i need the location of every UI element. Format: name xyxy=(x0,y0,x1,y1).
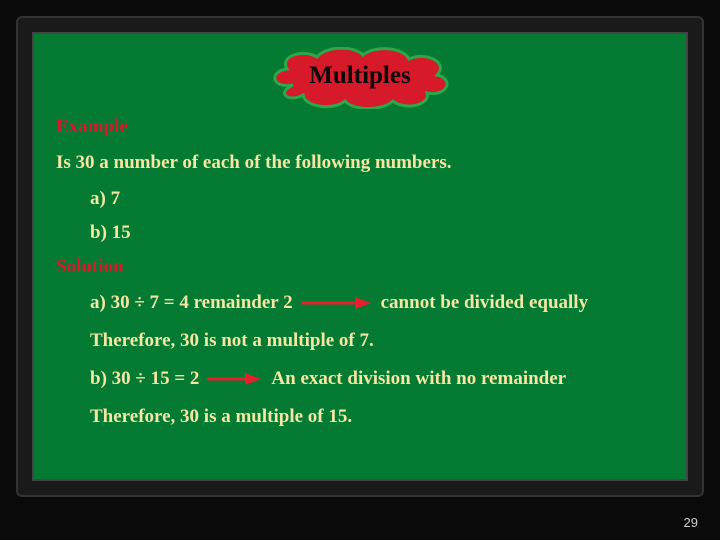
solution-a-line: a) 30 ÷ 7 = 4 remainder 2 cannot be divi… xyxy=(90,292,664,314)
blackboard-frame: Multiples Example Is 30 a number of each… xyxy=(18,18,702,495)
example-heading: Example xyxy=(56,116,664,138)
solution-a-conclusion: Therefore, 30 is not a multiple of 7. xyxy=(90,330,664,352)
solution-a-note: cannot be divided equally xyxy=(381,292,588,314)
option-a: a) 7 xyxy=(90,188,664,210)
solution-heading: Solution xyxy=(56,256,664,278)
arrow-icon xyxy=(205,371,261,387)
page-number: 29 xyxy=(684,515,698,530)
title-cloud-container: Multiples xyxy=(56,44,664,112)
solution-b-line: b) 30 ÷ 15 = 2 An exact division with no… xyxy=(90,368,664,390)
solution-a-calc: a) 30 ÷ 7 = 4 remainder 2 xyxy=(90,292,293,314)
chalkboard: Multiples Example Is 30 a number of each… xyxy=(38,38,682,475)
question-text: Is 30 a number of each of the following … xyxy=(56,152,664,174)
page-title: Multiples xyxy=(265,47,455,109)
solution-b-note: An exact division with no remainder xyxy=(271,368,566,390)
solution-b-conclusion: Therefore, 30 is a multiple of 15. xyxy=(90,406,664,428)
arrow-icon xyxy=(299,295,371,311)
solution-b-calc: b) 30 ÷ 15 = 2 xyxy=(90,368,199,390)
title-cloud: Multiples xyxy=(265,47,455,109)
option-b: b) 15 xyxy=(90,222,664,244)
